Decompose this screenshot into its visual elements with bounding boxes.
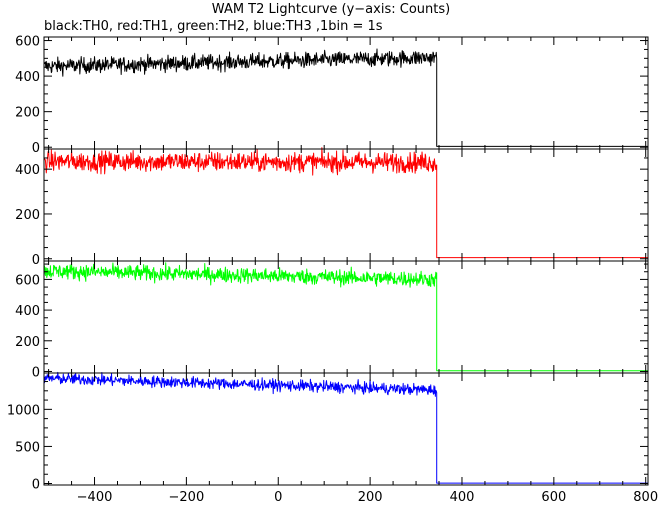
x-tick-label: −400 xyxy=(77,490,113,505)
panel-frame xyxy=(43,36,649,150)
x-tick-label: −200 xyxy=(169,490,205,505)
panel-th0: 0 200 400 600 xyxy=(15,35,649,156)
y-tick-label: 200 xyxy=(15,208,40,223)
x-tick-label: 0 xyxy=(274,490,282,505)
y-tick-label: 0 xyxy=(32,141,40,156)
chart-subtitle: black:TH0, red:TH1, green:TH2, blue:TH3 … xyxy=(44,19,383,34)
y-tick-label: 200 xyxy=(15,335,40,350)
y-tick-label: 0 xyxy=(32,365,40,380)
series-line-th1 xyxy=(43,147,648,259)
y-tick-label: 400 xyxy=(15,70,40,85)
y-tick-label: 0 xyxy=(32,478,40,493)
panels-group: 0 200 400 600 0 200 400 0 200 400 600 0 500 1000 xyxy=(7,35,649,493)
panel-frame xyxy=(43,372,649,486)
panel-th1: 0 200 400 xyxy=(15,147,649,268)
series-line-th3 xyxy=(43,371,648,484)
y-tick-label: 600 xyxy=(15,35,40,50)
y-tick-label: 400 xyxy=(15,304,40,319)
y-tick-label: 500 xyxy=(15,440,40,455)
y-tick-label: 200 xyxy=(15,106,40,121)
x-tick-label: 800 xyxy=(633,490,658,505)
series-line-th2 xyxy=(43,262,648,372)
y-tick-label: 400 xyxy=(15,163,40,178)
panel-frame xyxy=(43,148,649,262)
y-tick-label: 600 xyxy=(15,273,40,288)
y-tick-label: 1000 xyxy=(7,403,40,418)
panel-th3: 0 500 1000 xyxy=(7,371,649,493)
series-line-th0 xyxy=(43,48,648,147)
chart-title: WAM T2 Lightcurve (y−axis: Counts) xyxy=(212,2,450,17)
y-tick-label: 0 xyxy=(32,253,40,268)
panel-th2: 0 200 400 600 xyxy=(15,260,649,380)
x-axis: −400 −200 0 200 400 600 800 xyxy=(77,490,658,505)
x-tick-label: 400 xyxy=(450,490,475,505)
x-tick-label: 600 xyxy=(541,490,566,505)
x-tick-label: 200 xyxy=(358,490,383,505)
